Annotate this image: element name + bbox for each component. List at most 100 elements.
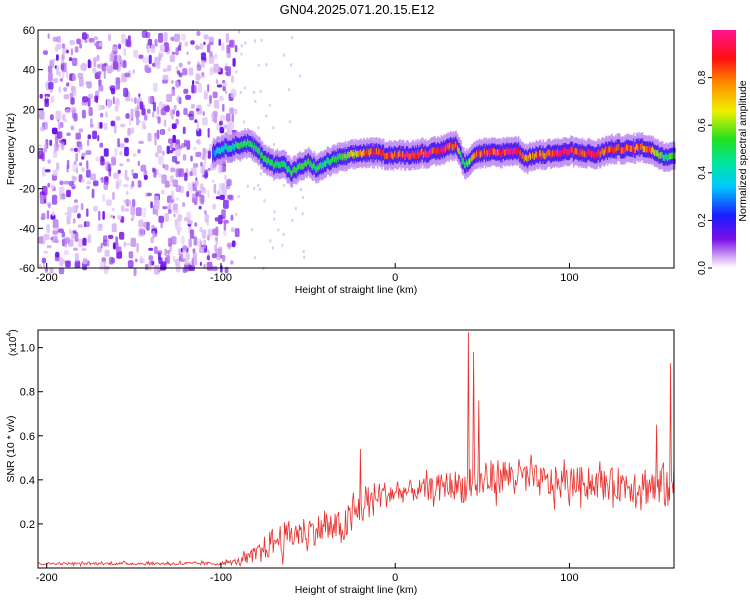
noise-cell [229, 40, 233, 48]
noise-cell [67, 212, 72, 219]
noise-cell [45, 267, 48, 273]
ridge-core-cell [243, 140, 246, 148]
noise-cell [190, 155, 193, 162]
noise-cell [97, 224, 103, 232]
ridge-core-cell [267, 158, 269, 165]
noise-cell [273, 210, 276, 214]
noise-cell [195, 180, 198, 188]
noise-cell [265, 63, 268, 67]
noise-cell [61, 231, 66, 238]
noise-cell [84, 39, 88, 43]
noise-cell [218, 95, 224, 102]
noise-cell [163, 105, 170, 112]
noise-cell [55, 143, 59, 151]
ridge-core-cell [404, 153, 407, 160]
noise-cell [208, 42, 214, 46]
ridge-core-cell [581, 148, 584, 155]
noise-cell [195, 190, 202, 197]
noise-cell [209, 67, 214, 76]
ridge-core-cell [369, 148, 372, 155]
ridge-core-cell [215, 148, 218, 156]
noise-cell [171, 86, 175, 97]
noise-cell [196, 139, 201, 145]
noise-cell [72, 230, 77, 234]
noise-cell [115, 98, 120, 108]
noise-cell [127, 260, 134, 268]
ridge-core-cell [319, 163, 321, 170]
noise-cell [59, 78, 63, 82]
noise-cell [66, 132, 71, 136]
noise-cell [92, 130, 97, 140]
ridge-core-cell [539, 150, 542, 157]
noise-cell [143, 174, 148, 180]
noise-cell [132, 69, 135, 75]
ridge-core-cell [292, 167, 294, 174]
noise-cell [93, 206, 98, 212]
ridge-core-cell [395, 151, 397, 159]
noise-cell [69, 92, 74, 98]
ridge-core-cell [300, 163, 302, 170]
ridge-core-cell [270, 158, 273, 166]
ridge-core-cell [390, 151, 393, 158]
ridge-core-cell [246, 141, 248, 148]
ridge-core-cell [429, 149, 431, 156]
noise-cell [119, 123, 126, 128]
noise-cell [69, 228, 72, 235]
noise-cell [123, 184, 129, 188]
ridge-core-cell [379, 150, 382, 157]
noise-cell [86, 33, 89, 39]
ridge-core-cell [313, 161, 315, 168]
noise-cell [206, 44, 211, 53]
noise-cell [46, 210, 50, 220]
ridge-core-cell [255, 145, 258, 152]
noise-cell [253, 90, 256, 94]
ridge-core-cell [295, 167, 298, 174]
noise-cell [61, 141, 65, 151]
ridge-core-cell [592, 150, 594, 157]
noise-cell [62, 114, 66, 121]
ridge-core-cell [554, 148, 557, 156]
noise-cell [214, 244, 217, 252]
noise-cell [154, 200, 160, 210]
noise-cell [164, 164, 169, 171]
noise-cell [230, 214, 234, 221]
ridge-core-cell [616, 144, 619, 151]
noise-cell [82, 32, 87, 40]
noise-cell [70, 85, 75, 93]
noise-cell [86, 160, 89, 170]
ridge-core-cell [480, 150, 483, 157]
ridge-core-cell [558, 151, 560, 158]
ridge-core-cell [604, 148, 606, 155]
ridge-core-cell [511, 147, 513, 154]
noise-cell [55, 136, 59, 145]
noise-cell [207, 84, 210, 93]
noise-cell [196, 122, 200, 132]
ridge-core-cell [408, 153, 410, 160]
noise-cell [223, 219, 229, 224]
noise-cell [95, 156, 101, 162]
noise-cell [51, 127, 58, 135]
noise-cell [57, 228, 64, 233]
noise-cell [148, 247, 154, 251]
noise-cell [299, 188, 302, 192]
noise-cell [187, 113, 193, 117]
ridge-core-cell [397, 151, 400, 158]
ridge-core-cell [445, 144, 448, 151]
noise-cell [56, 36, 61, 43]
ridge-core-cell [248, 140, 251, 148]
ridge-core-cell [400, 153, 402, 160]
ridge-core-cell [599, 151, 602, 158]
ridge-core-cell [484, 151, 487, 158]
noise-cell [183, 88, 189, 94]
noise-cell [81, 179, 85, 183]
noise-cell [71, 205, 77, 214]
ridge-core-cell [343, 154, 346, 161]
noise-cell [288, 120, 291, 124]
noise-cell [56, 54, 59, 61]
noise-cell [254, 39, 257, 43]
ridge-core-cell [579, 149, 582, 156]
noise-cell [99, 122, 103, 129]
y-tick-label: -40 [19, 223, 35, 235]
noise-cell [105, 176, 109, 182]
ridge-core-cell [385, 152, 388, 159]
